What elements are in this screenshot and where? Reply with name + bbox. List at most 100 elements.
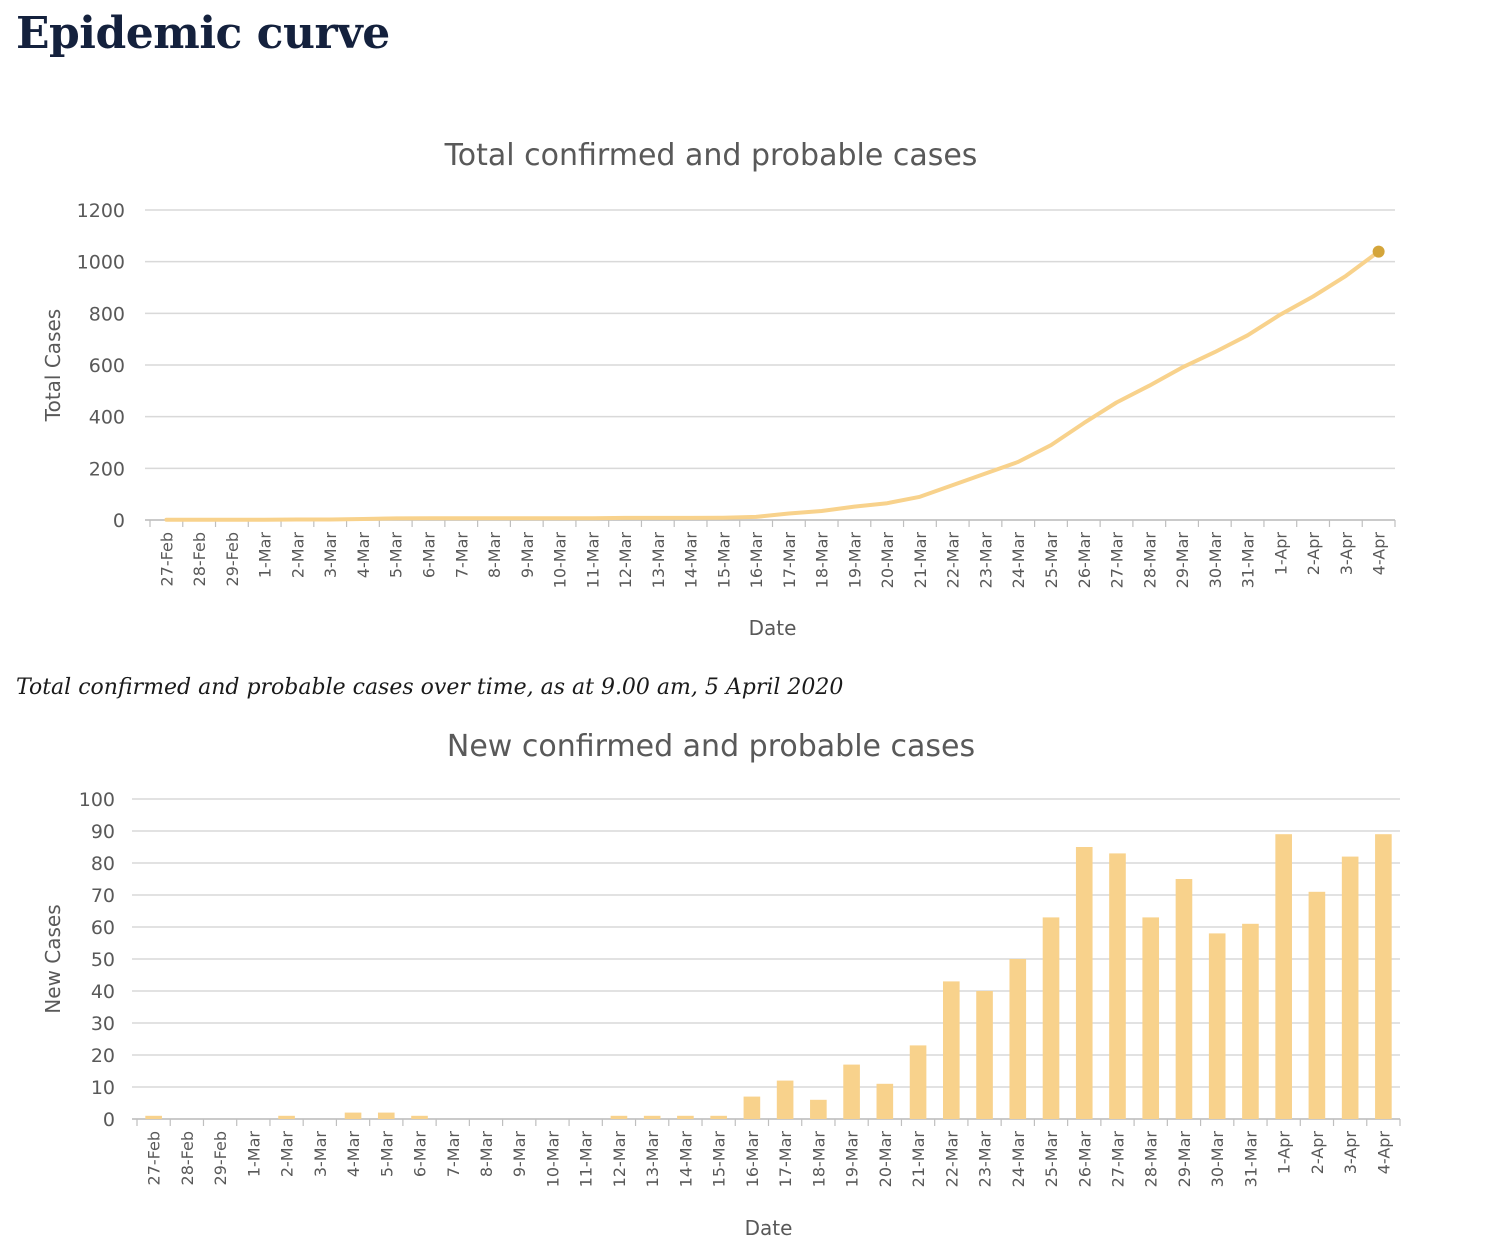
new-x-tick-label: 28-Mar	[1142, 1131, 1161, 1188]
new-x-tick-label: 17-Mar	[776, 1131, 795, 1188]
new-bar	[1109, 853, 1126, 1119]
new-x-tick-label: 6-Mar	[411, 1131, 430, 1178]
new-bar	[710, 1115, 727, 1119]
total-x-tick-label: 24-Mar	[1009, 532, 1028, 589]
new-x-tick-label: 2-Apr	[1308, 1131, 1327, 1175]
new-bar	[344, 1112, 362, 1119]
new-bar	[1375, 834, 1392, 1119]
new-bar	[278, 1115, 295, 1119]
new-x-tick-label: 9-Mar	[510, 1131, 529, 1178]
new-bar	[1341, 856, 1359, 1119]
total-y-tick-label: 800	[89, 303, 125, 325]
total-x-tick-label: 23-Mar	[976, 532, 995, 589]
new-x-tick-label: 3-Apr	[1341, 1131, 1360, 1175]
total-x-tick-label: 26-Mar	[1075, 532, 1094, 589]
total-cases-line-chart: Total confirmed and probable cases 0 200 40…	[41, 138, 1396, 640]
new-y-tick-label: 30	[91, 1013, 115, 1035]
new-y-tick-label: 40	[91, 981, 115, 1003]
total-x-tick-label: 7-Mar	[452, 532, 471, 579]
new-x-tick-label: 16-Mar	[743, 1131, 762, 1188]
total-y-tick-label: 200	[89, 458, 125, 480]
new-bar	[1208, 933, 1226, 1119]
new-x-tick-label: 8-Mar	[477, 1131, 496, 1178]
total-y-axis-title: Total Cases	[41, 309, 65, 422]
new-x-tick-label: 26-Mar	[1075, 1131, 1094, 1188]
total-x-tick-label: 31-Mar	[1239, 532, 1258, 589]
total-x-tick-label: 17-Mar	[780, 532, 799, 589]
new-x-tick-label: 15-Mar	[710, 1131, 729, 1188]
total-x-tick-label: 9-Mar	[518, 532, 537, 579]
new-x-tick-label: 7-Mar	[444, 1131, 463, 1178]
new-x-tick-label: 13-Mar	[643, 1131, 662, 1188]
total-x-tick-label: 15-Mar	[714, 532, 733, 589]
new-x-tick-label: 31-Mar	[1241, 1131, 1260, 1188]
total-x-tick-label: 30-Mar	[1206, 532, 1225, 589]
new-x-tick-label: 1-Apr	[1275, 1131, 1294, 1175]
total-x-tick-label: 1-Apr	[1271, 532, 1290, 576]
new-x-tick-label: 23-Mar	[976, 1131, 995, 1188]
new-y-tick-label: 70	[91, 885, 115, 907]
new-y-tick-label: 90	[91, 821, 115, 843]
total-x-tick-label: 13-Mar	[649, 532, 668, 589]
new-bar	[610, 1115, 628, 1119]
new-x-tick-label: 30-Mar	[1208, 1131, 1227, 1188]
new-y-tick-label: 100	[79, 789, 115, 811]
new-x-tick-label: 10-Mar	[543, 1131, 562, 1188]
total-x-tick-label: 3-Apr	[1337, 532, 1356, 576]
total-x-tick-label: 10-Mar	[551, 532, 570, 589]
total-endpoint-marker	[1372, 245, 1385, 258]
total-chart-title: Total confirmed and probable cases	[444, 138, 978, 173]
new-bar	[876, 1083, 894, 1119]
new-bar	[677, 1115, 694, 1119]
total-x-tick-label: 12-Mar	[616, 532, 635, 589]
new-bar	[776, 1080, 794, 1119]
new-x-tick-label: 18-Mar	[809, 1131, 828, 1188]
new-y-tick-label: 50	[91, 949, 115, 971]
new-x-tick-label: 27-Feb	[145, 1131, 164, 1185]
new-bar	[1175, 879, 1193, 1119]
new-bar	[810, 1099, 827, 1119]
new-bar	[643, 1115, 661, 1119]
total-x-tick-label: 14-Mar	[682, 532, 701, 589]
total-x-tick-label: 29-Feb	[223, 532, 242, 586]
page-title: Epidemic curve	[16, 8, 390, 59]
new-bar	[942, 981, 960, 1119]
new-bar	[1308, 891, 1326, 1119]
total-x-tick-label: 27-Feb	[157, 532, 176, 586]
total-x-tick-label: 19-Mar	[845, 532, 864, 589]
new-x-tick-label: 19-Mar	[843, 1131, 862, 1188]
total-x-tick-label: 20-Mar	[878, 532, 897, 589]
total-x-tick-label: 28-Mar	[1140, 532, 1159, 589]
total-y-tick-label: 400	[89, 407, 125, 429]
new-x-tick-label: 29-Mar	[1175, 1131, 1194, 1188]
chart-caption: Total confirmed and probable cases over …	[16, 675, 844, 700]
new-y-axis-title: New Cases	[41, 904, 65, 1013]
new-x-axis-title: Date	[745, 1216, 793, 1240]
new-y-tick-label: 20	[91, 1045, 115, 1067]
total-x-tick-label: 16-Mar	[747, 532, 766, 589]
new-x-tick-label: 4-Apr	[1374, 1131, 1393, 1175]
total-series-line	[164, 249, 1381, 522]
total-x-tick-label: 25-Mar	[1042, 532, 1061, 589]
total-x-tick-label: 5-Mar	[387, 532, 406, 579]
new-bar	[1042, 917, 1060, 1119]
new-x-tick-label: 1-Mar	[244, 1131, 263, 1178]
total-y-tick-label: 0	[113, 510, 125, 532]
total-x-tick-label: 1-Mar	[256, 532, 275, 579]
new-bar	[377, 1112, 395, 1119]
new-x-tick-label: 20-Mar	[876, 1131, 895, 1188]
total-x-tick-label: 29-Mar	[1173, 532, 1192, 589]
total-x-tick-label: 6-Mar	[419, 532, 438, 579]
total-y-tick-label: 1000	[77, 252, 125, 274]
new-x-tick-label: 4-Mar	[344, 1131, 363, 1178]
total-x-tick-label: 8-Mar	[485, 532, 504, 579]
new-bar	[411, 1115, 428, 1119]
total-y-tick-label: 1200	[77, 200, 125, 222]
total-x-tick-label: 4-Mar	[354, 532, 373, 579]
total-y-tick-label: 600	[89, 355, 125, 377]
new-x-tick-label: 22-Mar	[942, 1131, 961, 1188]
total-x-axis-title: Date	[749, 616, 797, 640]
new-x-tick-label: 11-Mar	[577, 1131, 596, 1188]
new-bar	[1075, 847, 1093, 1119]
new-y-tick-label: 0	[103, 1109, 115, 1131]
